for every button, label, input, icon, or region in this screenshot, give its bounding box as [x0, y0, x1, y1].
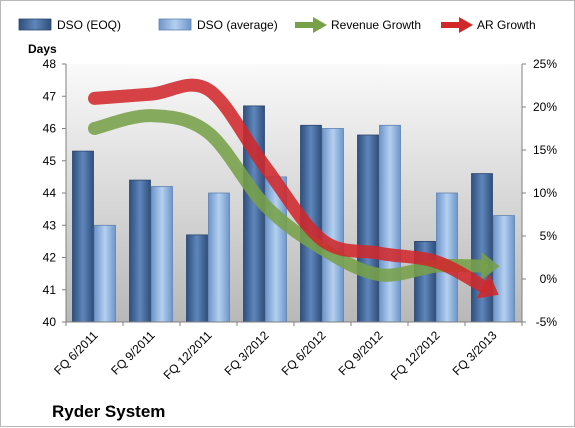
- left-tick-label: 45: [43, 154, 57, 168]
- legend-arrowhead-ar-growth: [459, 17, 473, 33]
- bar-dso-average-5: [322, 128, 344, 323]
- bar-dso-eoq-6: [357, 134, 379, 323]
- revenue-growth-arrowhead: [481, 252, 500, 281]
- legend-label-dso-eoq: DSO (EOQ): [57, 18, 121, 32]
- bar-dso-eoq-1: [72, 150, 94, 323]
- legend-label-revenue-growth: Revenue Growth: [331, 18, 421, 32]
- bar-dso-average-3: [208, 192, 230, 323]
- legend: DSO (EOQ) DSO (average) Revenue Growth AR G…: [18, 17, 536, 33]
- x-tick-label: FQ 12/2012: [388, 328, 443, 383]
- bar-dso-eoq-2: [129, 179, 151, 323]
- x-tick-label: FQ 6/2011: [51, 328, 101, 378]
- x-tick-label: FQ 6/2012: [279, 328, 329, 378]
- left-tick-label: 41: [43, 283, 57, 297]
- left-tick-label: 43: [43, 218, 57, 232]
- line-layer: [88, 78, 500, 299]
- left-tick-label: 46: [43, 122, 57, 136]
- y-axis-title: Days: [28, 42, 57, 56]
- left-tick-label: 40: [43, 315, 57, 329]
- legend-label-dso-average: DSO (average): [197, 18, 278, 32]
- bar-dso-eoq-3: [186, 234, 208, 323]
- left-tick-label: 42: [43, 251, 57, 265]
- legend-swatch-dso-average: [158, 18, 192, 31]
- legend-label-ar-growth: AR Growth: [477, 18, 536, 32]
- x-tick-label: FQ 9/2012: [336, 328, 386, 378]
- left-tick-label: 44: [43, 186, 57, 200]
- right-tick-label: 20%: [533, 100, 557, 114]
- left-tick-label: 47: [43, 89, 57, 103]
- ar-growth-line: [88, 78, 490, 293]
- right-tick-label: 25%: [533, 57, 557, 71]
- revenue-growth-line: [88, 109, 488, 282]
- bar-dso-average-6: [379, 124, 401, 323]
- x-tick-label: FQ 12/2011: [161, 328, 215, 382]
- bar-dso-average-8: [493, 215, 515, 323]
- bar-dso-average-2: [151, 186, 173, 323]
- right-tick-label: 5%: [540, 229, 558, 243]
- x-tick-label: FQ 9/2011: [108, 328, 158, 378]
- right-tick-label: -5%: [536, 315, 558, 329]
- bar-dso-eoq-8: [471, 173, 493, 323]
- right-tick-label: 0%: [540, 272, 558, 286]
- right-tick-label: 10%: [533, 186, 557, 200]
- left-tick-label: 48: [43, 57, 57, 71]
- legend-arrowhead-revenue-growth: [313, 17, 327, 33]
- bar-dso-average-1: [94, 224, 116, 323]
- x-tick-label: FQ 3/2013: [450, 328, 500, 378]
- chart-title: Ryder System: [52, 402, 165, 421]
- ar-growth-arrowhead: [476, 273, 499, 299]
- legend-swatch-dso-eoq: [18, 18, 52, 31]
- right-tick-label: 15%: [533, 143, 557, 157]
- x-tick-label: FQ 3/2012: [222, 328, 272, 378]
